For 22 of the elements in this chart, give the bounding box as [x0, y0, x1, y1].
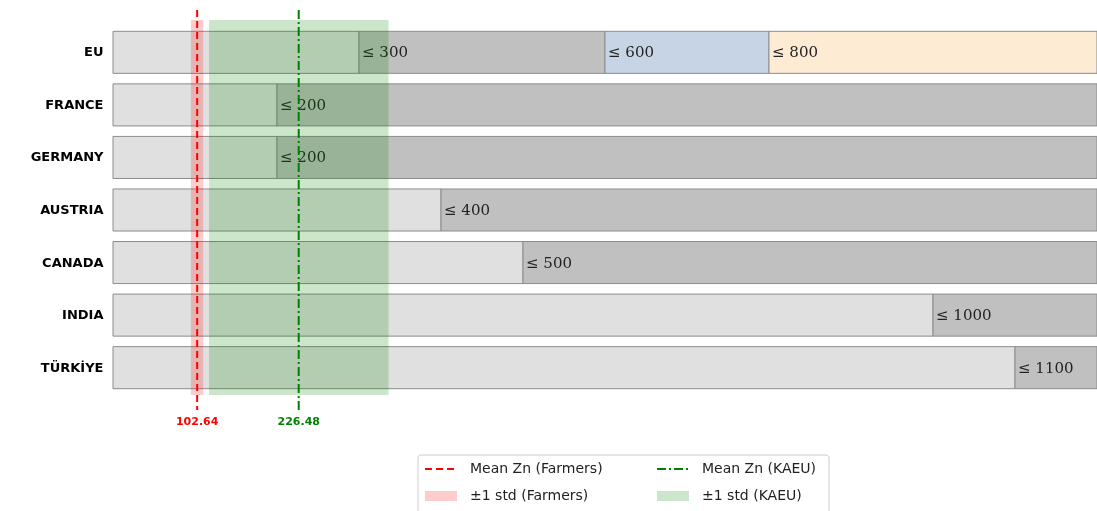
data-label: ≤ 400: [444, 201, 490, 219]
y-tick-label: TÜRKİYE: [40, 359, 104, 375]
data-label: ≤ 1000: [936, 306, 992, 325]
legend-label: Mean Zn (Farmers): [470, 460, 603, 476]
data-label: ≤ 500: [526, 253, 572, 272]
y-tick-label: FRANCE: [45, 96, 104, 112]
data-label: ≤ 600: [608, 43, 654, 62]
text: 102.64: [175, 415, 219, 428]
data-label: ≤ 800: [772, 43, 818, 62]
data-label: ≤ 200: [280, 95, 326, 114]
y-tick-label: INDIA: [62, 307, 104, 323]
y-tick-label: EU: [84, 44, 104, 60]
text: 226.48: [277, 415, 320, 428]
y-tick-label: GERMANY: [30, 149, 105, 165]
data-label: ≤ 1100: [1018, 358, 1074, 377]
legend-label: ±1 std (KAEU): [702, 487, 802, 503]
y-tick-label: CANADA: [42, 254, 104, 270]
y-tick-label: AUSTRIA: [40, 202, 104, 217]
legend-label: ±1 std (Farmers): [470, 487, 589, 503]
data-label: ≤ 300: [362, 43, 408, 62]
data-label: ≤ 200: [280, 148, 326, 167]
legend-label: Mean Zn (KAEU): [702, 460, 817, 476]
